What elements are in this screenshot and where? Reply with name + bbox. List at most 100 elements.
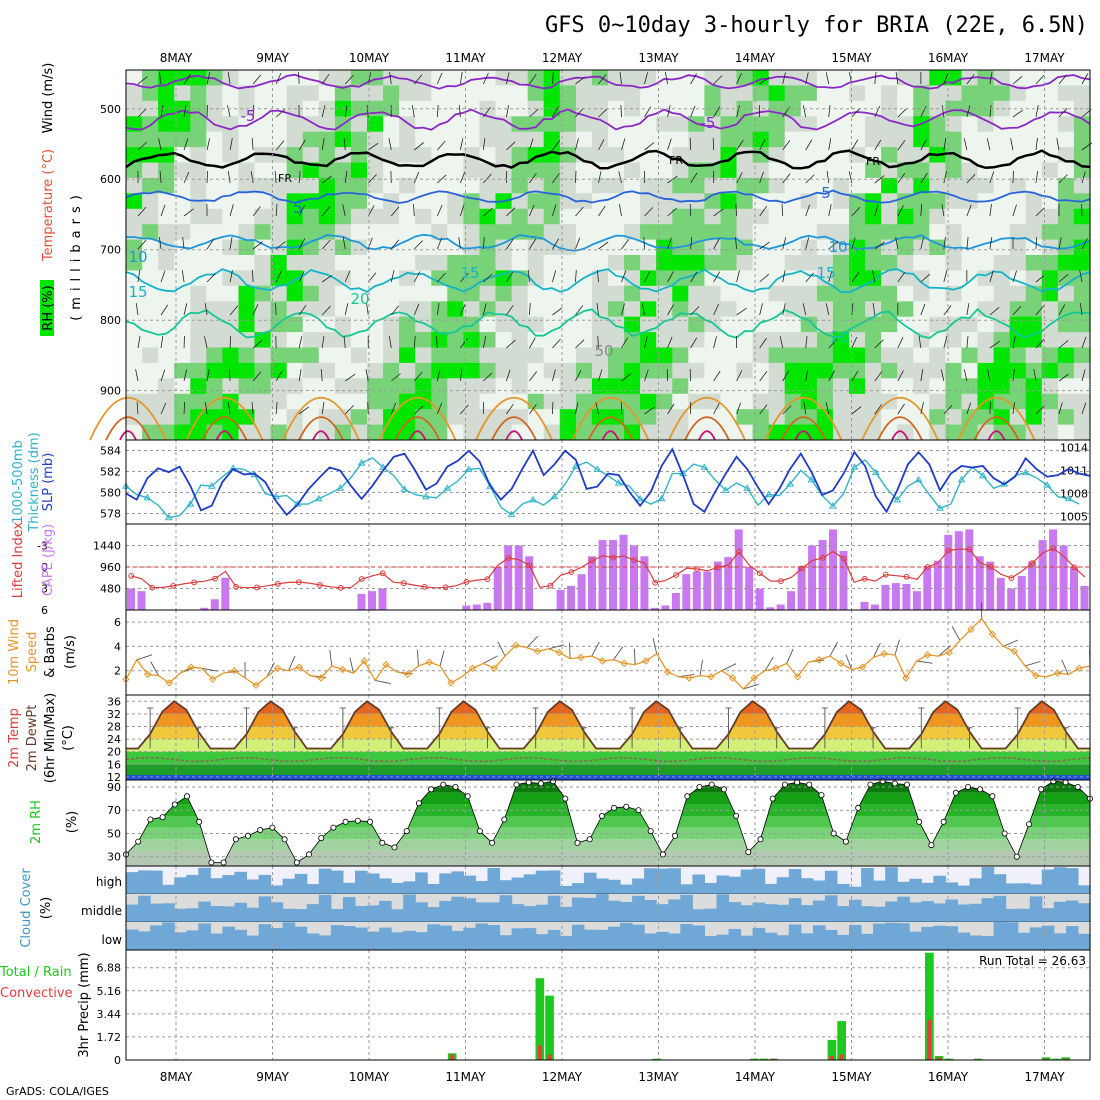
rh-cell	[527, 70, 545, 86]
rh-cell	[752, 224, 770, 241]
cold-band	[126, 774, 1090, 780]
contour-label: FR	[866, 155, 880, 168]
rh-cell	[174, 378, 191, 395]
rh-cell	[383, 85, 400, 102]
rh-cell	[350, 70, 368, 86]
rh-cell	[495, 332, 513, 349]
wind-barb	[342, 237, 346, 250]
cloud-cover-bar	[788, 898, 802, 922]
wind-barb	[667, 207, 677, 217]
wind-barb	[667, 237, 672, 250]
cloud-cover-bar	[391, 882, 404, 894]
rh-point	[891, 780, 898, 787]
wind-barb	[321, 274, 333, 283]
surface-wind-barb	[548, 644, 565, 650]
wind-barb	[388, 336, 392, 349]
rh-cell	[431, 316, 448, 333]
rh-cell	[399, 70, 416, 86]
rh-cell	[206, 224, 223, 241]
rh-cell	[784, 131, 802, 148]
rh-cell	[142, 239, 159, 256]
rh-cell	[608, 147, 625, 164]
rh-cell	[720, 224, 738, 241]
wind-barb	[918, 336, 922, 349]
cape-bar	[630, 545, 638, 610]
rh-point	[769, 795, 776, 802]
lifted-index-point	[337, 584, 344, 591]
cloud-cover-bar	[656, 931, 669, 950]
cloud-cover-bar	[415, 872, 428, 894]
rh-cell	[334, 131, 352, 148]
thickness-point	[593, 465, 602, 472]
rh-point	[464, 793, 471, 800]
rh-cell	[881, 301, 898, 318]
rh-cell	[511, 255, 529, 271]
rh-cell	[640, 162, 657, 179]
rh-cell	[1057, 116, 1075, 133]
rh-cell	[447, 224, 464, 241]
rh-cell	[720, 362, 738, 379]
rh-cell	[318, 332, 336, 349]
warm-contour-inner	[201, 416, 248, 441]
wind-barb	[802, 303, 807, 316]
cloud-cover-bar	[776, 935, 790, 950]
rh-cell	[399, 177, 416, 194]
rh-cell	[913, 239, 930, 256]
rh-cell	[158, 285, 175, 302]
cloud-cover-bar	[583, 897, 597, 922]
rh-cell	[736, 208, 754, 225]
rh-cell	[656, 208, 673, 225]
wind-barb	[828, 270, 833, 283]
wind-barb	[137, 76, 148, 85]
rh2m-tick-label: 90	[107, 781, 121, 794]
rh-cell	[367, 100, 384, 117]
wind-barb	[435, 335, 438, 349]
lifted-index-point	[673, 572, 679, 578]
rh-cell	[816, 162, 834, 179]
surface-wind-barb	[439, 650, 445, 667]
rh-cell	[431, 193, 448, 210]
rh-point	[342, 818, 349, 825]
wind-barb	[759, 404, 768, 415]
wind-barb	[759, 273, 770, 283]
rh-cell	[800, 147, 818, 164]
surface-wind-barb	[329, 649, 333, 666]
rh-cell	[624, 378, 641, 395]
cloud-cover-bar	[499, 880, 513, 894]
rh-cell	[816, 393, 834, 410]
rh-cell	[913, 131, 930, 148]
wind-barb	[825, 303, 830, 316]
cloud-cover-bar	[945, 899, 958, 922]
rh-cell	[174, 270, 191, 287]
rh-cell	[977, 239, 995, 256]
wind-speed-point	[577, 653, 585, 662]
total-precip-bar	[827, 1039, 837, 1060]
rh-cell	[800, 362, 818, 379]
top-date-label: 14MAY	[735, 51, 776, 65]
rh-cell	[704, 147, 722, 164]
wind-barb	[851, 237, 856, 250]
rh-cell	[977, 316, 995, 333]
rh-cell	[1057, 332, 1075, 349]
rh-cell	[961, 177, 979, 194]
surface-wind-barb	[916, 660, 933, 664]
cape-bar	[661, 605, 670, 610]
li-cape-tick-label: 960	[100, 561, 121, 574]
cloud-cover-bar	[933, 875, 946, 894]
rh-cell	[511, 285, 529, 302]
thickness-point	[186, 500, 195, 507]
wind-barb	[621, 303, 625, 316]
wind-barb	[989, 171, 995, 184]
rh-cell	[929, 270, 946, 287]
upper-air-tick-label: 800	[100, 314, 121, 327]
wind-barb	[158, 138, 162, 151]
total-precip-bar	[759, 1058, 769, 1060]
cloud-cover-bar	[174, 932, 187, 950]
li-cape-tick-label: 1440	[93, 540, 121, 553]
lifted-index-point	[1029, 560, 1036, 566]
wind-barb	[828, 241, 839, 250]
wind-barb	[874, 403, 883, 415]
rh-cell	[575, 285, 593, 302]
rh-cell	[656, 362, 673, 379]
rh-cell	[832, 224, 850, 241]
